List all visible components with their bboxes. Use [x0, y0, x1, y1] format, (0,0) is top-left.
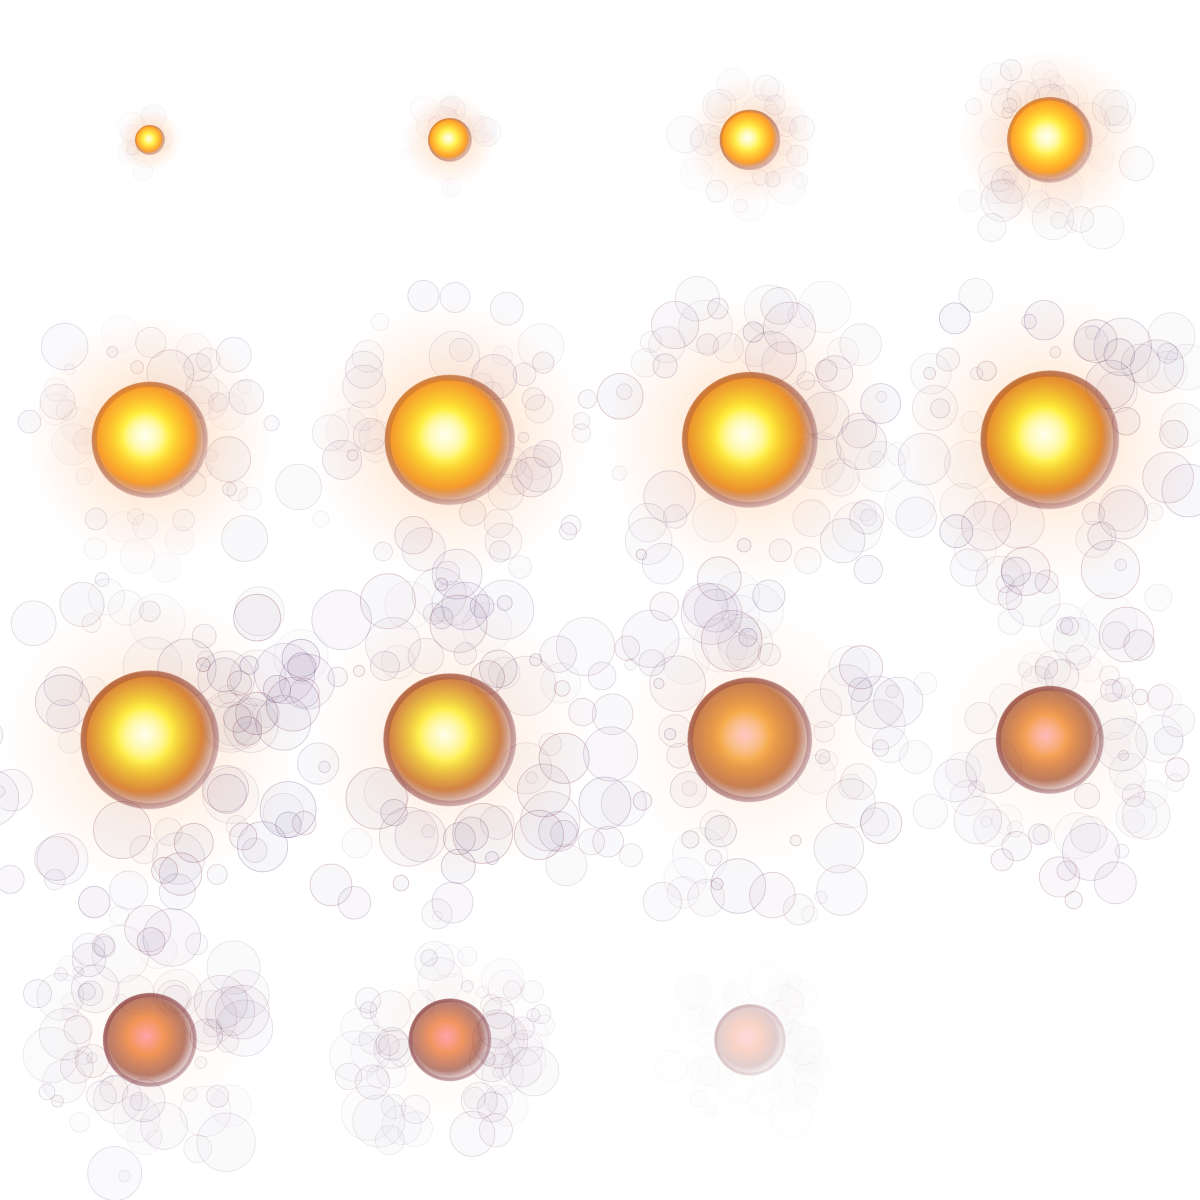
smoke-puffs	[22, 904, 274, 1200]
explosion-frame-3	[600, 0, 900, 300]
explosion-frame-2-graphic	[403, 93, 502, 187]
explosion-frame-15-graphic	[674, 964, 826, 1116]
ember-rim	[428, 118, 472, 162]
smoke-puffs	[587, 571, 924, 926]
smoke-puffs	[254, 567, 639, 930]
explosion-frame-1	[0, 0, 300, 300]
explosion-frame-10	[254, 567, 639, 930]
explosion-frame-6-graphic	[275, 279, 597, 630]
explosion-frame-15	[600, 900, 900, 1200]
ember-rim	[383, 673, 517, 807]
smoke-puffs	[572, 276, 911, 622]
hot-core	[440, 131, 456, 147]
smoke-puffs	[898, 592, 1196, 910]
hot-core	[421, 713, 469, 761]
ember-rim	[92, 382, 208, 498]
explosion-frame-10-graphic	[254, 567, 639, 930]
hot-core	[723, 714, 767, 759]
ember-rim	[688, 678, 812, 802]
explosion-frame-4	[900, 0, 1200, 300]
explosion-frame-1-graphic	[117, 104, 182, 181]
explosion-frame-7-graphic	[572, 276, 911, 622]
hot-core	[124, 416, 166, 458]
ember-rim	[981, 371, 1119, 509]
ember-rim	[103, 993, 197, 1087]
explosion-frame-14-graphic	[329, 941, 560, 1157]
explosion-frame-12	[898, 592, 1200, 910]
ember-rim	[996, 686, 1104, 794]
explosion-frame-11	[587, 571, 924, 926]
hot-core	[1020, 412, 1069, 461]
hot-core	[736, 127, 759, 150]
ember-rim	[682, 372, 818, 508]
explosion-frame-16-graphic	[900, 900, 1200, 1200]
explosion-frame-5-graphic	[17, 315, 280, 583]
ember-rim	[135, 125, 165, 155]
explosion-frame-9-graphic	[0, 572, 321, 956]
fireball	[714, 1004, 786, 1076]
explosion-frame-5	[0, 300, 300, 600]
hot-core	[1031, 122, 1062, 153]
explosion-frame-7	[572, 276, 911, 622]
explosion-frame-13-graphic	[22, 904, 274, 1200]
ember-rim	[714, 1004, 786, 1076]
explosion-frame-16	[900, 900, 1200, 1200]
hot-core	[143, 134, 155, 145]
ember-rim	[408, 998, 492, 1082]
fireball	[102, 992, 198, 1088]
ember-rim	[1007, 97, 1093, 183]
explosion-frame-8	[854, 277, 1200, 665]
ember-rim	[81, 671, 219, 809]
smoke-puffs	[329, 941, 560, 1157]
smoke-puffs	[0, 572, 321, 956]
hot-core	[421, 413, 468, 460]
explosion-frame-14	[300, 900, 600, 1200]
ember-rim	[719, 109, 781, 171]
explosion-frame-8-graphic	[854, 277, 1200, 665]
explosion-frame-12-graphic	[898, 592, 1196, 910]
explosion-frame-13	[0, 900, 300, 1200]
explosion-frame-9	[0, 572, 321, 956]
explosion-frame-4-graphic	[958, 49, 1154, 250]
smoke-puffs	[666, 68, 815, 222]
explosion-frame-6	[275, 279, 600, 630]
hot-core	[120, 712, 169, 761]
smoke-puffs	[854, 277, 1200, 665]
explosion-frame-3-graphic	[666, 68, 815, 222]
explosion-frame-11-graphic	[587, 571, 924, 926]
hot-core	[720, 412, 769, 461]
fireball	[408, 998, 492, 1082]
hot-core	[1026, 718, 1065, 757]
ember-rim	[385, 375, 515, 505]
explosion-frame-2	[300, 0, 600, 300]
